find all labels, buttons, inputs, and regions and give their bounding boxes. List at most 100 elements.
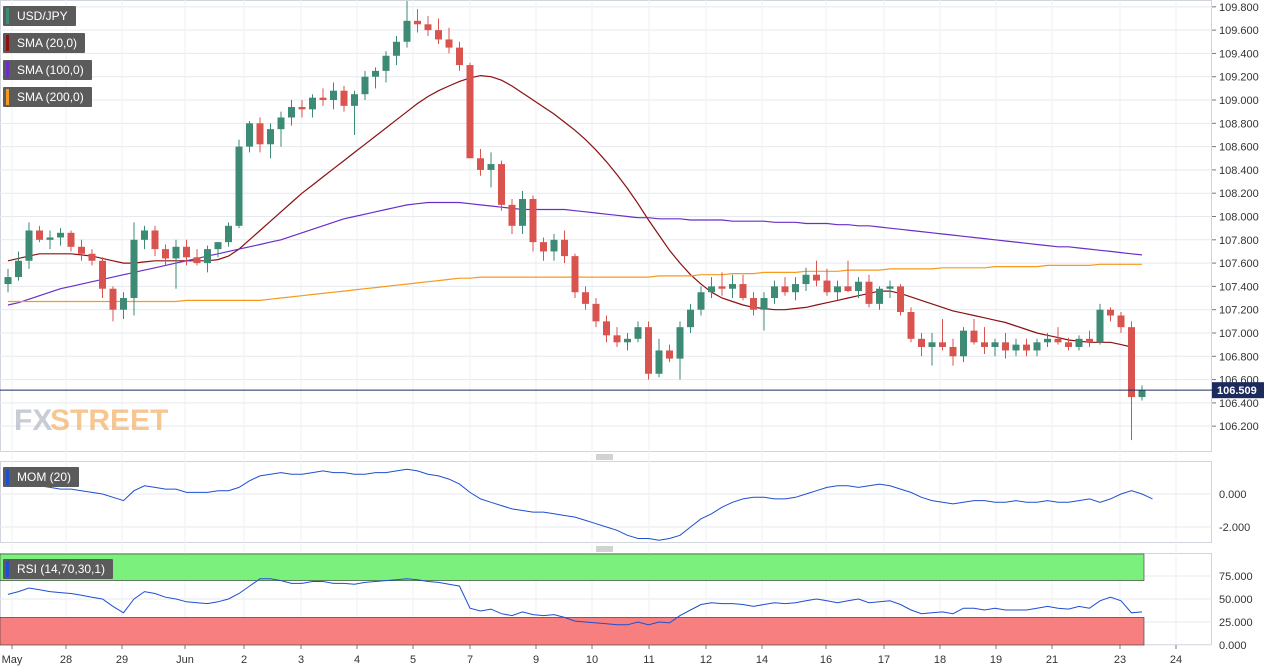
candle — [760, 292, 768, 331]
candle — [991, 338, 999, 357]
price-tick-label: 107.400 — [1219, 281, 1259, 293]
candle-body — [141, 230, 148, 240]
candle — [960, 327, 967, 363]
candle — [1128, 321, 1135, 441]
candle-body — [256, 123, 264, 145]
candle — [949, 338, 957, 366]
candle-body — [1054, 338, 1062, 343]
candle — [1117, 312, 1125, 333]
candle-body — [25, 230, 33, 261]
candle — [792, 277, 799, 301]
candle-body — [267, 129, 274, 145]
candle — [1033, 338, 1041, 357]
candle — [519, 190, 526, 234]
candle — [687, 303, 694, 333]
candle — [403, 1, 411, 48]
rsi-oversold-zone — [0, 617, 1145, 646]
candle — [592, 298, 600, 328]
legend-symbol: USD/JPY — [3, 6, 76, 26]
candle-body — [687, 309, 694, 328]
candle-body — [928, 342, 936, 347]
candle — [393, 35, 400, 66]
candle — [130, 222, 138, 316]
rsi-tick-label: 75.000 — [1219, 571, 1253, 583]
candle-body — [645, 327, 652, 374]
candle-body — [393, 41, 400, 56]
candle-body — [1107, 309, 1114, 316]
candle — [655, 338, 663, 378]
rsi-swatch — [6, 561, 9, 577]
price-tick-label: 107.200 — [1219, 305, 1259, 317]
mom-rsi-divider[interactable] — [596, 546, 613, 552]
candle-body — [1138, 390, 1146, 398]
candle — [151, 225, 159, 257]
watermark-fx: FX — [14, 404, 52, 437]
candle — [46, 230, 54, 250]
sma100-swatch — [6, 62, 9, 78]
candle-body — [855, 281, 862, 292]
candle-body — [739, 284, 747, 299]
candle-body — [15, 260, 22, 278]
candle — [571, 253, 579, 299]
x-tick-label: 16 — [820, 654, 832, 666]
candle — [466, 62, 474, 159]
candle-body — [120, 298, 127, 310]
candle — [802, 267, 810, 292]
candle-body — [456, 47, 463, 66]
candle-body — [865, 281, 873, 304]
x-tick-label: 19 — [990, 654, 1002, 666]
candle-body — [435, 30, 442, 40]
candle — [582, 286, 589, 310]
rsi-line — [7, 578, 1143, 626]
candle-body — [1044, 338, 1051, 343]
candle — [529, 195, 537, 252]
mom-line — [7, 468, 1153, 541]
candle — [1075, 335, 1083, 351]
price-tick-label: 108.000 — [1219, 212, 1259, 224]
watermark-street: STREET — [50, 404, 168, 437]
x-tick-label: 10 — [586, 654, 598, 666]
candle-body — [246, 123, 253, 147]
candle-layer — [4, 1, 1146, 441]
candle — [1054, 327, 1062, 345]
candle — [1012, 338, 1020, 357]
candle-body — [666, 350, 673, 359]
pane-dividers[interactable] — [596, 454, 613, 552]
price-tick-label: 108.200 — [1219, 188, 1259, 200]
candle-body — [214, 242, 222, 250]
candle — [613, 327, 621, 347]
candle — [823, 268, 831, 296]
candle — [865, 274, 873, 308]
rsi-zones — [0, 553, 1145, 646]
candle-body — [414, 20, 421, 25]
candle-body — [991, 342, 999, 347]
x-tick-label: 28 — [60, 654, 72, 666]
rsi-tick-label: 50.000 — [1219, 594, 1253, 606]
candle — [36, 225, 43, 243]
sma20-line — [7, 74, 1132, 348]
candle — [340, 86, 348, 112]
candle-body — [235, 146, 243, 226]
candle-body — [886, 286, 894, 289]
x-tick-label: 12 — [700, 654, 712, 666]
legend-symbol-label: USD/JPY — [17, 9, 68, 23]
x-tick-label: 17 — [878, 654, 890, 666]
candle-body — [697, 292, 705, 310]
candle — [603, 315, 610, 343]
legend-sma20: SMA (20,0) — [3, 33, 86, 53]
mom-tick-label: 0.000 — [1219, 489, 1247, 501]
candle — [99, 257, 106, 299]
candle — [330, 82, 337, 110]
candle-body — [372, 70, 379, 77]
candle — [288, 100, 295, 126]
candle-body — [319, 97, 327, 101]
candle-body — [750, 298, 757, 310]
x-tick-label: May — [2, 654, 23, 666]
candle — [1065, 337, 1072, 351]
price-mom-divider[interactable] — [596, 454, 613, 460]
candle — [834, 280, 841, 301]
x-tick-label: 5 — [410, 654, 416, 666]
candle-body — [57, 232, 64, 238]
candle-body — [1086, 338, 1093, 343]
